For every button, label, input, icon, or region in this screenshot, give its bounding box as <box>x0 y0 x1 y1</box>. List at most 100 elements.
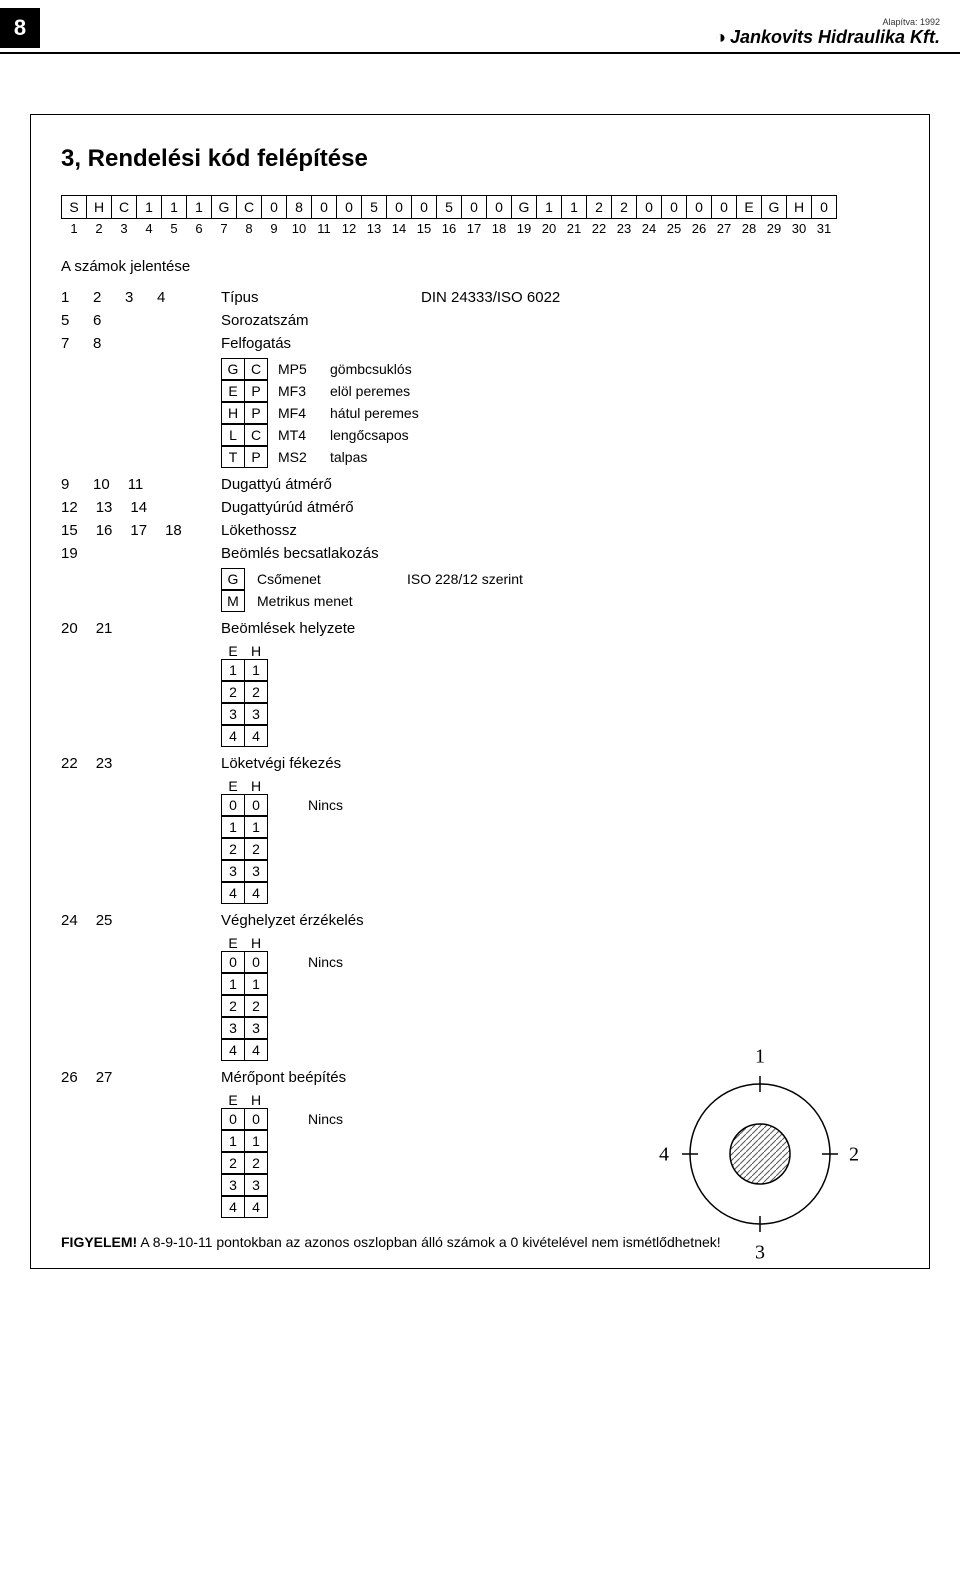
mount-row: EPMF3elöl peremes <box>221 380 899 402</box>
eh-after: Nincs <box>268 1111 343 1127</box>
def-num: 11 <box>128 476 144 493</box>
eh-h: 1 <box>244 973 268 995</box>
eh-h: 3 <box>244 860 268 882</box>
eh-header-cell: E <box>221 1092 245 1108</box>
code-cell: 0 <box>686 195 712 219</box>
row-rod: 121314 Dugattyúrúd átmérő <box>61 499 899 516</box>
def-num: 3 <box>125 289 139 306</box>
index-cell: 12 <box>336 221 362 236</box>
eh-e: 2 <box>221 838 245 860</box>
def-num: 6 <box>93 312 107 329</box>
code-cell: 0 <box>461 195 487 219</box>
inlet-row: GCsőmenetISO 228/12 szerint <box>221 568 899 590</box>
eh-e: 2 <box>221 995 245 1017</box>
index-cell: 24 <box>636 221 662 236</box>
mount-c1: E <box>221 380 245 402</box>
eh-header-cell: E <box>221 778 245 794</box>
code-cell: G <box>211 195 237 219</box>
eh-row: 11 <box>221 816 899 838</box>
index-cell: 4 <box>136 221 162 236</box>
eh-row: 11 <box>221 973 899 995</box>
index-cell: 16 <box>436 221 462 236</box>
eh-header-cell: H <box>244 778 268 794</box>
svg-text:3: 3 <box>755 1242 765 1264</box>
mount-desc: hátul peremes <box>324 405 419 421</box>
position-diagram: 1234 <box>650 1044 870 1264</box>
code-cell: 1 <box>186 195 212 219</box>
mount-row: TPMS2talpas <box>221 446 899 468</box>
label-brake: Löketvégi fékezés <box>221 755 421 772</box>
eh-row: 33 <box>221 703 899 725</box>
eh-row: 00Nincs <box>221 951 899 973</box>
eh-row: 33 <box>221 1017 899 1039</box>
index-cell: 28 <box>736 221 762 236</box>
eh-e: 0 <box>221 1108 245 1130</box>
label-endpos: Véghelyzet érzékelés <box>221 912 421 929</box>
def-num: 2 <box>93 289 107 306</box>
eh-header-cell: E <box>221 643 245 659</box>
eh-h: 1 <box>244 1130 268 1152</box>
index-cell: 5 <box>161 221 187 236</box>
index-cell: 29 <box>761 221 787 236</box>
index-cell: 22 <box>586 221 612 236</box>
def-num: 14 <box>130 499 147 516</box>
code-cell: 2 <box>611 195 637 219</box>
eh-e: 3 <box>221 1017 245 1039</box>
eh-header-cell: E <box>221 935 245 951</box>
extra-type: DIN 24333/ISO 6022 <box>421 289 560 306</box>
index-cell: 27 <box>711 221 737 236</box>
def-num: 8 <box>93 335 107 352</box>
eh-after: Nincs <box>268 954 343 970</box>
code-cell: 0 <box>386 195 412 219</box>
mount-row: HPMF4hátul peremes <box>221 402 899 424</box>
eh-e: 3 <box>221 860 245 882</box>
mount-desc: lengőcsapos <box>324 427 409 443</box>
eh-h: 4 <box>244 882 268 904</box>
section-title: 3, Rendelési kód felépítése <box>61 145 899 173</box>
row-piston: 91011 Dugattyú átmérő <box>61 476 899 493</box>
mount-table: GCMP5gömbcsuklósEPMF3elöl peremesHPMF4há… <box>221 358 899 468</box>
label-type: Típus <box>221 289 421 306</box>
def-num: 26 <box>61 1069 78 1086</box>
svg-text:1: 1 <box>755 1046 765 1068</box>
mount-row: LCMT4lengőcsapos <box>221 424 899 446</box>
eh-header-cell: H <box>244 643 268 659</box>
inletpos-table: 11223344 <box>221 659 899 747</box>
mount-code: MP5 <box>268 361 324 377</box>
eh-e: 2 <box>221 681 245 703</box>
mount-c2: P <box>244 402 268 424</box>
eh-h: 2 <box>244 681 268 703</box>
company-name-text: Jankovits Hidraulika Kft. <box>730 27 940 47</box>
row-stroke: 15161718 Lökethossz <box>61 522 899 539</box>
row-series: 56 Sorozatszám <box>61 312 899 329</box>
code-cell: G <box>511 195 537 219</box>
def-num: 23 <box>96 755 113 772</box>
label-meas: Mérőpont beépítés <box>221 1069 421 1086</box>
eh-h: 2 <box>244 1152 268 1174</box>
index-cell: 9 <box>261 221 287 236</box>
def-num: 25 <box>96 912 113 929</box>
eh-after: Nincs <box>268 797 343 813</box>
index-cell: 13 <box>361 221 387 236</box>
index-cell: 10 <box>286 221 312 236</box>
eh-row: 22 <box>221 681 899 703</box>
subhead: A számok jelentése <box>61 258 899 275</box>
eh-e: 2 <box>221 1152 245 1174</box>
row-type: 1234 Típus DIN 24333/ISO 6022 <box>61 289 899 306</box>
def-num: 12 <box>61 499 78 516</box>
eh-e: 1 <box>221 1130 245 1152</box>
eh-h: 2 <box>244 995 268 1017</box>
eh-header-cell: H <box>244 935 268 951</box>
eh-row: 22 <box>221 995 899 1017</box>
eh-h: 3 <box>244 1017 268 1039</box>
inlet-table: GCsőmenetISO 228/12 szerintMMetrikus men… <box>61 568 899 612</box>
eh-row: 44 <box>221 725 899 747</box>
index-cell: 17 <box>461 221 487 236</box>
code-cell: 1 <box>561 195 587 219</box>
eh-h: 0 <box>244 1108 268 1130</box>
index-cell: 8 <box>236 221 262 236</box>
code-cell: 0 <box>661 195 687 219</box>
code-cell: C <box>111 195 137 219</box>
eh-h: 1 <box>244 816 268 838</box>
mount-desc: gömbcsuklós <box>324 361 412 377</box>
